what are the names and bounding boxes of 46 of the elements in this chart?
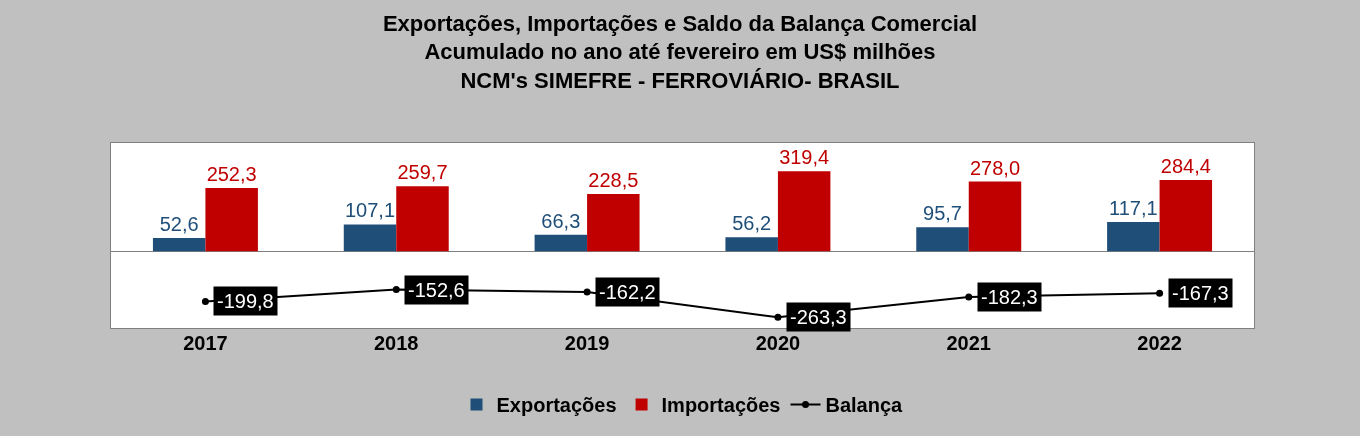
data-label: -263,3	[790, 306, 847, 328]
data-label: 107,1	[344, 199, 396, 222]
data-label: 252,3	[206, 163, 257, 186]
data-label: -162,2	[599, 281, 656, 303]
data-label: 66,3	[541, 209, 581, 232]
x-tick-label: 2021	[946, 332, 991, 354]
data-label: 319,4	[779, 146, 830, 169]
bar	[1159, 179, 1213, 252]
point	[201, 297, 209, 305]
data-label: 228,5	[588, 169, 639, 192]
bar	[152, 238, 206, 252]
data-label: -182,3	[981, 286, 1038, 308]
data-label: -199,8	[217, 290, 274, 312]
point	[1156, 289, 1164, 297]
point	[392, 286, 400, 294]
bar	[396, 186, 449, 252]
bar	[916, 227, 969, 252]
bar	[968, 181, 1022, 252]
x-tick-label: 2019	[564, 332, 610, 354]
bar	[587, 194, 640, 252]
x-tick-label: 2022	[1137, 332, 1182, 354]
data-label: 284,4	[1160, 154, 1211, 177]
point	[774, 313, 782, 321]
bar	[534, 234, 588, 252]
bar	[205, 188, 258, 252]
data-label: 117,1	[1109, 196, 1158, 219]
x-tick-label: 2020	[755, 332, 801, 354]
point	[965, 293, 973, 301]
bar	[343, 224, 397, 252]
chart-title: Exportações, Importações e Saldo da Balança Comercial Acumulado no ano até fevereiro em US$ milhões NCM's SIMEFRE - FERROVIÁRIO- BRASIL	[382, 10, 978, 93]
bar	[777, 171, 831, 252]
bar	[1107, 221, 1160, 252]
data-label: 278,0	[969, 156, 1021, 179]
point	[583, 288, 591, 296]
x-tick-label: 2018	[374, 332, 419, 354]
legend-label: Balança	[825, 394, 904, 417]
data-label: 56,2	[732, 212, 772, 235]
x-tick-label: 2017	[183, 332, 228, 354]
legend-label: Exportações	[496, 394, 617, 417]
data-label: 95,7	[923, 202, 962, 225]
data-label: -152,6	[408, 279, 465, 301]
bar	[725, 237, 778, 252]
data-label: -167,3	[1172, 282, 1229, 304]
legend-label: Importações	[661, 394, 781, 417]
data-label: 52,6	[159, 213, 199, 236]
data-label: 259,7	[397, 161, 448, 184]
